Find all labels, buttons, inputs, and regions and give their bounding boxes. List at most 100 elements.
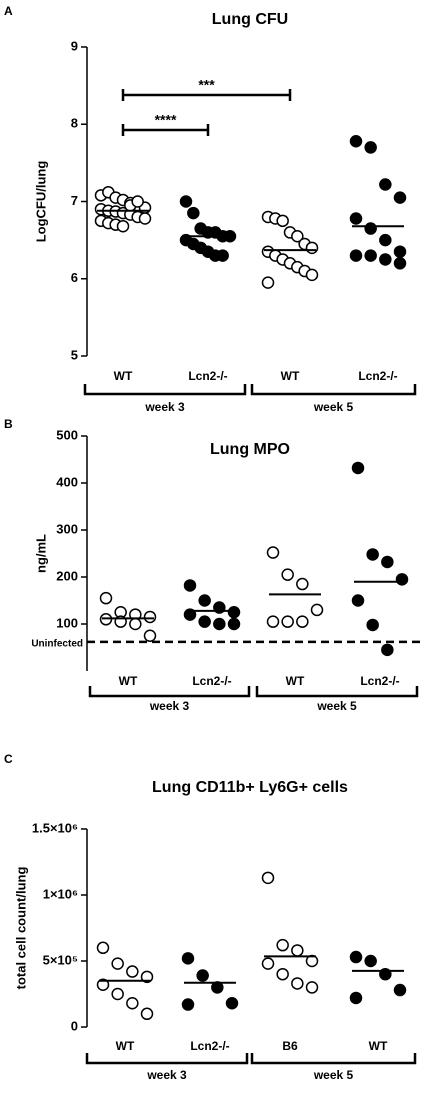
data-point	[351, 594, 365, 607]
group-bracket	[250, 1053, 417, 1065]
y-tick-label: 5	[71, 347, 78, 362]
x-tick-label: Lcn2-/-	[360, 674, 399, 688]
data-point	[126, 965, 139, 978]
y-tick-label: 0	[71, 1018, 78, 1033]
data-point	[143, 629, 157, 642]
data-point	[291, 230, 304, 243]
significance-label: ****	[155, 112, 177, 128]
x-tick-label: WT	[119, 674, 138, 688]
data-point	[181, 952, 195, 965]
data-point	[291, 944, 304, 957]
data-point	[381, 555, 394, 569]
group-label: week 5	[316, 699, 357, 713]
x-tick-label: WT	[114, 369, 133, 383]
group-label: week 3	[146, 1068, 187, 1082]
group-bracket	[85, 1053, 249, 1065]
x-tick-label: B6	[282, 1039, 298, 1053]
data-point	[196, 969, 209, 982]
data-point	[364, 954, 377, 968]
data-point	[305, 981, 319, 994]
group-label: week 5	[313, 400, 354, 414]
x-tick-label: Lcn2-/-	[192, 674, 231, 688]
data-point	[266, 615, 280, 628]
data-point	[261, 871, 275, 885]
data-point	[131, 195, 144, 208]
data-point	[111, 957, 124, 970]
data-point	[187, 206, 200, 220]
data-point	[379, 178, 392, 191]
data-point	[116, 219, 130, 233]
data-point	[183, 608, 197, 621]
data-point	[198, 594, 211, 607]
y-tick-label: 500	[56, 427, 78, 442]
significance-bracket	[121, 89, 292, 101]
data-point	[351, 461, 365, 475]
data-point	[393, 983, 407, 997]
data-point	[364, 222, 377, 235]
y-tick-label: 300	[56, 521, 78, 536]
data-point	[296, 615, 309, 628]
data-point	[276, 938, 289, 952]
data-point	[96, 941, 110, 955]
data-point	[305, 268, 319, 282]
group-bracket	[255, 686, 419, 698]
data-point	[183, 579, 197, 592]
y-tick-label: 1×10⁶	[43, 886, 78, 901]
data-point	[126, 996, 139, 1010]
data-point	[379, 233, 392, 247]
data-point	[364, 249, 377, 262]
reference-label: Uninfected	[31, 639, 83, 650]
y-axis-title: total cell count/lung	[13, 867, 28, 990]
chart-title: Lung CD11b+ Ly6G+ cells	[152, 779, 348, 796]
y-tick-label: 9	[71, 38, 78, 53]
x-tick-label: WT	[286, 674, 305, 688]
x-tick-label: WT	[116, 1039, 135, 1053]
data-point	[216, 249, 229, 262]
data-point	[213, 617, 226, 631]
data-point	[261, 276, 275, 289]
x-tick-label: Lcn2-/-	[190, 1039, 229, 1053]
group-label: week 3	[149, 699, 190, 713]
y-tick-label: 1.5×10⁶	[32, 820, 78, 835]
x-tick-label: WT	[369, 1039, 388, 1053]
data-point	[393, 257, 407, 270]
x-tick-label: WT	[281, 369, 300, 383]
data-point	[366, 618, 379, 632]
group-bracket	[88, 686, 251, 698]
data-point	[349, 950, 363, 964]
data-point	[291, 977, 304, 990]
significance-label: ***	[198, 77, 215, 93]
data-point	[349, 134, 363, 148]
data-point	[366, 548, 379, 561]
group-label: week 3	[144, 400, 185, 414]
data-point	[138, 212, 152, 225]
data-point	[379, 253, 392, 266]
data-point	[181, 998, 195, 1011]
y-axis-title: LogCFU/lung	[33, 161, 48, 243]
y-tick-label: 200	[56, 568, 78, 583]
y-tick-label: 6	[71, 270, 78, 285]
data-point	[198, 615, 211, 628]
data-point	[140, 1007, 154, 1021]
data-point	[227, 606, 241, 619]
data-point	[305, 241, 319, 255]
data-point	[261, 957, 275, 970]
group-label: week 5	[313, 1068, 354, 1082]
data-point	[227, 617, 241, 631]
data-point	[296, 577, 309, 591]
y-tick-label: 100	[56, 615, 78, 630]
panel-letter: A	[4, 4, 13, 18]
y-tick-label: 5×10⁵	[43, 952, 78, 967]
panel-letter: C	[4, 752, 13, 766]
y-tick-label: 400	[56, 474, 78, 489]
data-point	[179, 195, 193, 208]
data-point	[143, 610, 157, 624]
data-point	[281, 615, 294, 628]
data-point	[266, 546, 280, 559]
y-axis-title: ng/mL	[33, 534, 48, 573]
x-tick-label: Lcn2-/-	[188, 369, 227, 383]
significance-bracket	[121, 124, 210, 136]
group-bracket	[83, 384, 247, 396]
data-point	[381, 643, 394, 657]
